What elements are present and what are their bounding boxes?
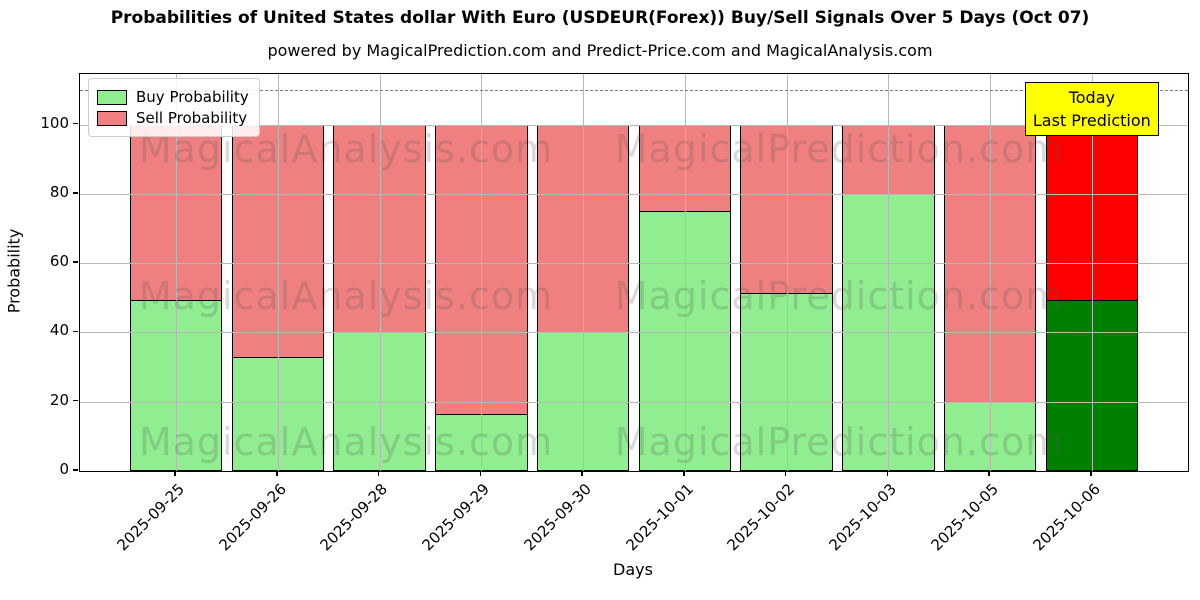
x-tick-label: 2025-09-25 <box>113 480 188 555</box>
bar-2025-10-06 <box>1045 124 1139 471</box>
y-tick-label: 100 <box>40 113 69 132</box>
legend-swatch-buy <box>97 89 127 105</box>
chart-subtitle: powered by MagicalPrediction.com and Pre… <box>267 41 933 60</box>
x-tick-mark <box>479 471 482 477</box>
watermark-text: MagicalPrediction.com <box>614 274 1064 318</box>
legend: Buy Probability Sell Probability <box>88 78 260 137</box>
x-tick-mark <box>683 471 685 477</box>
watermark-text: MagicalPrediction.com <box>614 127 1064 171</box>
bar-sell-segment <box>231 124 325 359</box>
bar-buy-segment <box>740 292 833 471</box>
grid-line-horizontal <box>80 263 1188 265</box>
grid-line-horizontal <box>80 193 1188 195</box>
chart-title: Probabilities of United States dollar Wi… <box>110 8 1090 28</box>
y-tick-mark <box>73 122 78 125</box>
grid-line-vertical <box>176 74 178 471</box>
y-tick-mark <box>73 261 78 263</box>
bar-sell-segment <box>435 124 528 416</box>
y-tick-label: 80 <box>49 182 69 201</box>
threshold-dashed-line <box>80 89 1188 91</box>
y-tick-label: 40 <box>49 321 69 340</box>
x-tick-mark <box>174 471 176 477</box>
grid-line-vertical <box>786 74 788 471</box>
x-tick-label: 2025-09-29 <box>418 480 494 555</box>
y-tick-mark <box>73 330 78 333</box>
today-annotation-line: Today <box>1068 88 1115 107</box>
bar-2025-09-26 <box>231 124 325 471</box>
x-tick-mark <box>886 471 889 477</box>
y-tick-mark <box>73 400 78 402</box>
legend-item: Sell Probability <box>97 109 249 127</box>
grid-line-horizontal <box>80 332 1188 334</box>
bar-sell-segment <box>536 124 630 335</box>
x-tick-mark <box>581 471 583 477</box>
y-tick-mark <box>73 469 78 471</box>
legend-label: Buy Probability <box>136 88 249 106</box>
bar-buy-segment <box>129 299 223 471</box>
legend-label: Sell Probability <box>136 109 248 127</box>
watermark-text: MagicalPrediction.com <box>614 420 1064 464</box>
grid-line-vertical <box>277 74 279 471</box>
x-tick-label: 2025-10-02 <box>723 480 799 555</box>
bar-sell-segment <box>740 124 833 295</box>
today-annotation: Today Last Prediction <box>1024 82 1159 137</box>
grid-line-vertical <box>379 74 381 471</box>
grid-line-vertical <box>481 74 483 471</box>
x-tick-label: 2025-10-01 <box>622 480 697 555</box>
bar-buy-segment <box>435 413 528 471</box>
grid-line-horizontal <box>80 124 1188 126</box>
legend-swatch-sell <box>97 110 127 126</box>
x-tick-mark <box>377 471 380 477</box>
x-tick-mark <box>988 471 990 477</box>
grid-line-vertical <box>583 74 585 471</box>
bar-sell-segment <box>129 124 223 302</box>
watermark-text: MagicalAnalysis.com <box>138 420 554 464</box>
x-tick-label: 2025-09-30 <box>520 480 595 555</box>
bar-2025-10-02 <box>740 124 833 471</box>
grid-line-horizontal <box>80 401 1188 403</box>
grid-line-vertical <box>888 74 890 471</box>
x-tick-label: 2025-10-06 <box>1029 480 1104 555</box>
grid-line-vertical <box>990 74 992 471</box>
grid-line-vertical <box>684 74 686 471</box>
y-tick-label: 0 <box>59 460 69 478</box>
bar-2025-09-29 <box>435 124 528 471</box>
x-axis-label: Days <box>613 560 653 579</box>
x-tick-label: 2025-09-28 <box>316 480 392 555</box>
x-tick-mark <box>276 471 278 477</box>
bar-buy-segment <box>1045 299 1139 471</box>
legend-item: Buy Probability <box>97 88 249 106</box>
x-tick-label: 2025-09-26 <box>215 480 290 555</box>
x-tick-label: 2025-10-03 <box>825 480 901 555</box>
plot-area: Buy Probability Sell Probability MagicalA… <box>79 73 1189 472</box>
watermark-text: MagicalAnalysis.com <box>138 274 554 318</box>
y-tick-label: 60 <box>49 252 69 271</box>
bar-2025-09-25 <box>129 124 223 471</box>
bar-buy-segment <box>231 356 325 471</box>
x-tick-mark <box>1090 471 1092 477</box>
today-annotation-line: Last Prediction <box>1032 111 1151 131</box>
x-tick-mark <box>784 471 787 477</box>
grid-line-vertical <box>1091 74 1093 471</box>
y-tick-label: 20 <box>49 390 69 409</box>
x-tick-label: 2025-10-05 <box>927 480 1002 555</box>
y-tick-mark <box>73 192 78 194</box>
bar-sell-segment <box>1045 124 1139 302</box>
bar-2025-09-30 <box>536 124 630 471</box>
